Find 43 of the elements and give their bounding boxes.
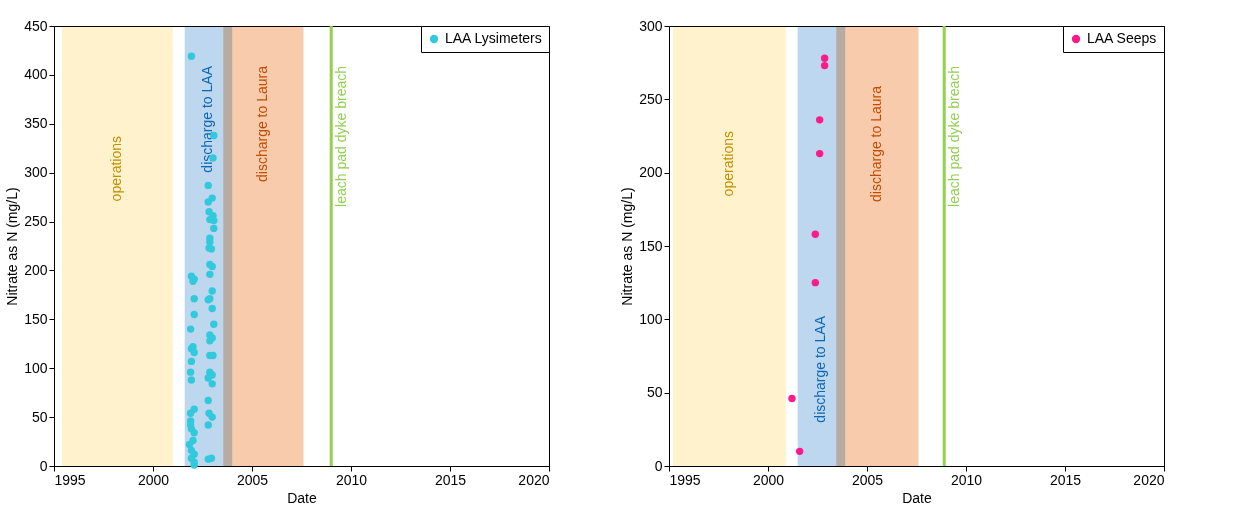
x-tick-label: 2010 (950, 471, 983, 488)
x-tick-label: 2005 (236, 471, 269, 488)
legend-label: LAA Seeps (1087, 30, 1157, 46)
band-label: discharge to Laura (254, 65, 271, 182)
y-tick-label: 150 (24, 310, 48, 327)
y-tick-label: 350 (24, 115, 48, 132)
y-tick-label: 450 (24, 17, 48, 34)
band-label: operations (720, 131, 737, 197)
y-tick-label: 250 (639, 90, 663, 107)
y-tick-label: 50 (31, 408, 48, 425)
x-axis-title: Date (902, 489, 932, 506)
y-tick-label: 300 (24, 164, 48, 181)
y-axis-title: Nitrate as N (mg/L) (619, 187, 636, 306)
ref-line-label: leach pad dyke breach (333, 66, 350, 207)
x-tick-label: 2000 (752, 471, 785, 488)
x-tick-label: 2000 (137, 471, 170, 488)
x-tick-label: 2005 (851, 471, 884, 488)
x-tick-label: 2015 (434, 471, 467, 488)
x-tick-label: 2010 (335, 471, 368, 488)
y-tick-label: 200 (639, 164, 663, 181)
y-tick-label: 400 (24, 66, 48, 83)
x-tick-label: 2020 (1133, 471, 1165, 488)
y-tick-label: 200 (24, 261, 48, 278)
ref-line-label: leach pad dyke breach (946, 66, 963, 207)
y-tick-label: 300 (639, 17, 663, 34)
y-tick-label: 50 (646, 384, 663, 401)
band-label: discharge to Laura (868, 85, 885, 202)
y-tick-label: 100 (24, 359, 48, 376)
x-tick-label: 1995 (669, 471, 701, 488)
band-label: operations (108, 136, 125, 202)
x-axis-title: Date (287, 489, 317, 506)
y-tick-label: 0 (654, 457, 663, 474)
x-tick-label: 1995 (54, 471, 86, 488)
y-axis-title: Nitrate as N (mg/L) (4, 187, 21, 306)
y-tick-label: 150 (639, 237, 663, 254)
x-tick-label: 2020 (518, 471, 550, 488)
band-label: discharge to LAA (812, 315, 829, 423)
y-tick-label: 100 (639, 310, 663, 327)
y-tick-label: 250 (24, 213, 48, 230)
band-label: discharge to LAA (199, 65, 216, 173)
y-tick-label: 0 (39, 457, 48, 474)
legend-label: LAA Lysimeters (445, 30, 542, 46)
x-tick-label: 2015 (1049, 471, 1082, 488)
